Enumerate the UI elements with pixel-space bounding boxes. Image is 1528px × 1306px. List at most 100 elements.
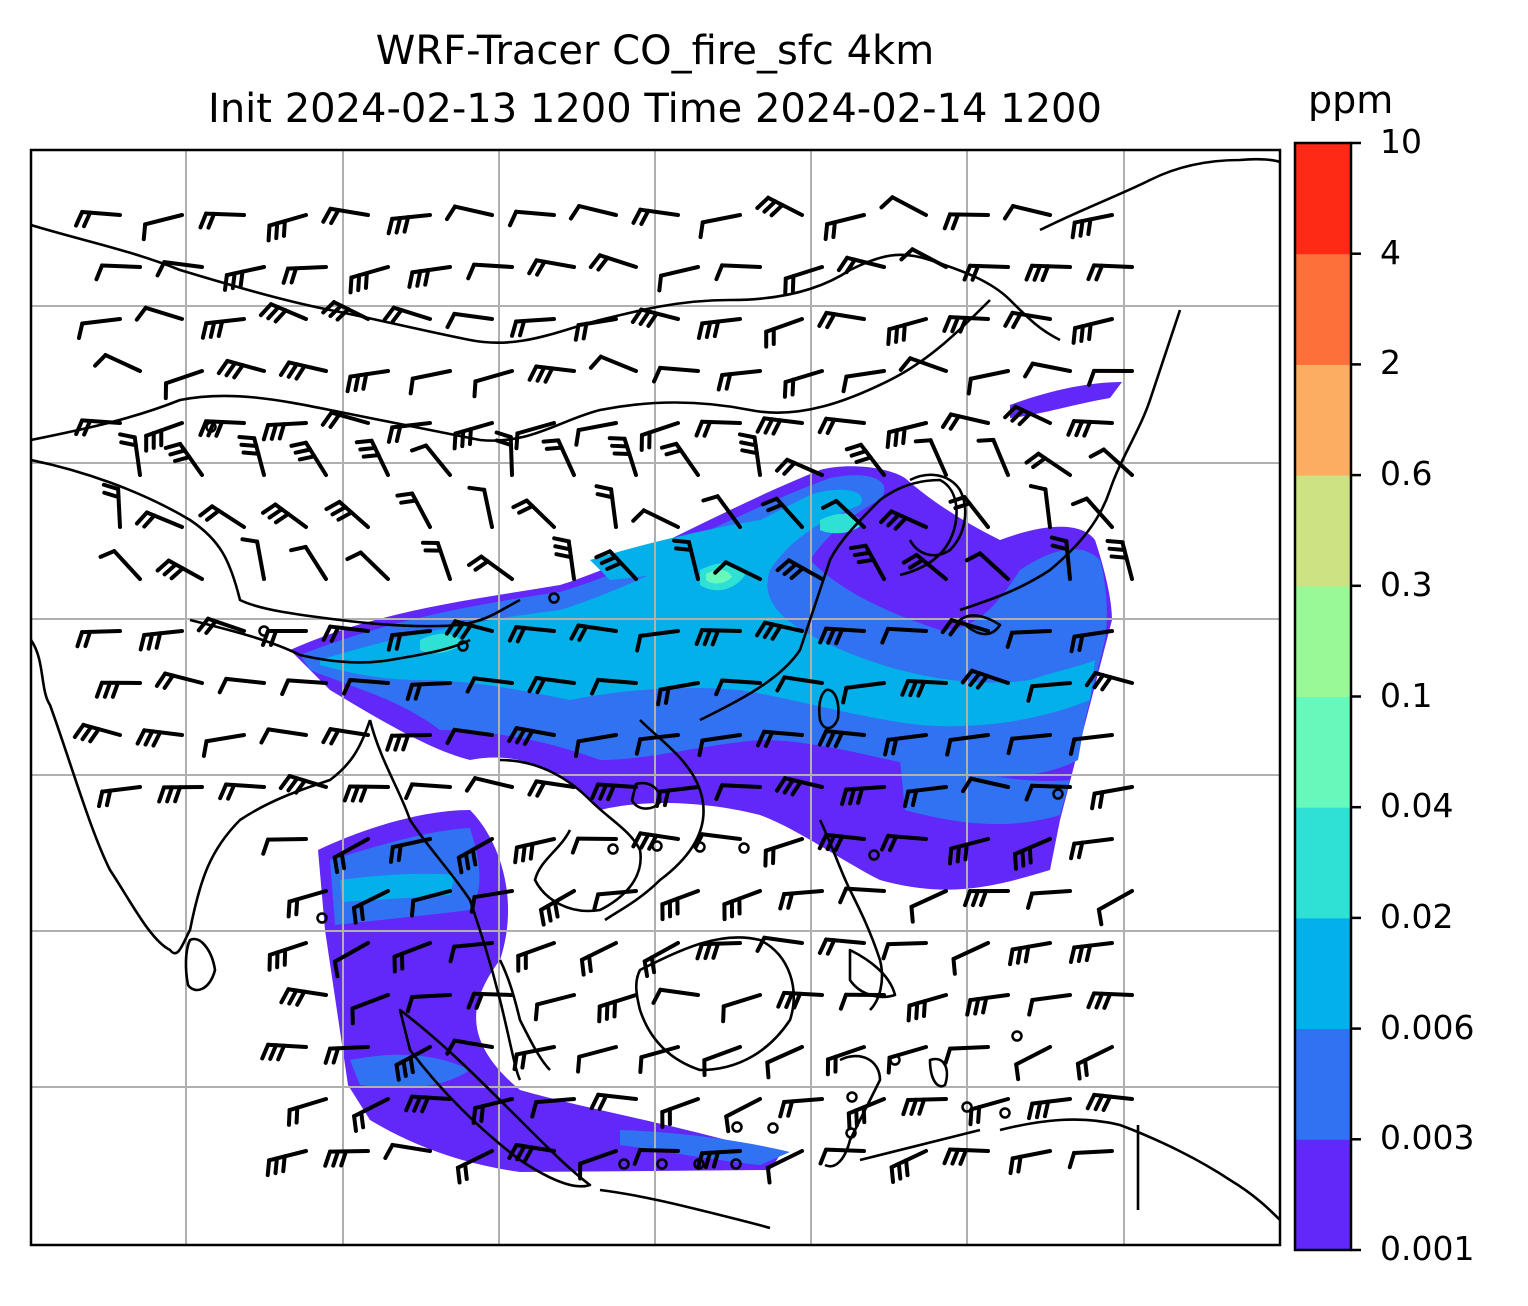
wind-barb [879, 509, 928, 531]
wind-barb [737, 432, 762, 477]
wind-barb [222, 265, 266, 292]
wind-barb [134, 305, 184, 322]
colorbar-tick-label: 0.02 [1380, 896, 1454, 936]
wind-barb [695, 941, 742, 961]
field-level-2 [350, 1054, 470, 1088]
wind-barb [342, 784, 390, 803]
wind-barb [469, 889, 514, 914]
wind-barb [694, 419, 742, 438]
wind-barb [631, 508, 680, 529]
colorbar-segment [1295, 917, 1351, 1030]
wind-barb [724, 1097, 762, 1134]
wind-barb [516, 941, 556, 973]
wind-barb [472, 369, 514, 399]
coastline-russia [1039, 157, 1280, 232]
wind-barb [778, 1097, 824, 1119]
wind-barb [452, 421, 494, 451]
wind-barb [818, 626, 866, 646]
wind-barb [514, 421, 556, 451]
wind-barb [507, 726, 556, 746]
wind-barb [1027, 993, 1072, 1017]
wind-barb [1024, 451, 1072, 477]
colorbar-tick-label: 2 [1380, 343, 1401, 383]
wind-barb [382, 305, 432, 324]
wind-barb [465, 676, 514, 694]
wind-barb [527, 258, 576, 277]
wind-barb [444, 619, 494, 640]
coastline-sumatra [398, 1008, 592, 1188]
map-panel [31, 150, 1280, 1245]
wind-barb [1090, 785, 1134, 811]
wind-barb [880, 626, 928, 645]
wind-barb [265, 1149, 308, 1178]
wind-barb [660, 1097, 700, 1129]
wind-barb [420, 540, 452, 581]
wind-barb [97, 785, 142, 809]
wind-barb [157, 785, 204, 804]
wind-barb [405, 993, 452, 1014]
wind-barb [217, 676, 266, 695]
field-level-1 [1010, 382, 1122, 418]
wind-barb [216, 358, 266, 380]
wind-barb [900, 679, 948, 698]
wind-barb [93, 353, 142, 373]
calm-wind-marker [1052, 788, 1064, 800]
wind-barb [776, 990, 824, 1010]
wind-barb [702, 1045, 742, 1078]
wind-barb [278, 360, 328, 381]
colorbar-segment [1295, 696, 1351, 808]
wind-barb [642, 941, 680, 978]
wind-barb [713, 560, 762, 581]
wind-barb [1003, 310, 1052, 330]
wind-barb [198, 504, 246, 529]
wind-barb [466, 991, 514, 1010]
wind-barb [659, 441, 700, 477]
wind-barb [964, 551, 1010, 581]
wind-barb [883, 733, 928, 757]
coastline-indochina [499, 758, 642, 913]
coastline-hainan [630, 781, 662, 810]
calm-wind-marker [693, 1158, 705, 1170]
wind-barb [445, 1038, 494, 1056]
wind-barb [942, 1147, 990, 1166]
wind-barb [352, 1097, 390, 1133]
wind-barb [74, 418, 122, 437]
wind-barb [714, 263, 762, 282]
wind-barb [634, 733, 680, 756]
wind-barb [345, 550, 390, 581]
calm-wind-marker [738, 842, 750, 854]
wind-barb [909, 889, 948, 924]
wind-barb [948, 495, 990, 529]
wind-barb [350, 993, 390, 1026]
wind-barb [75, 629, 122, 649]
wind-barb [594, 484, 618, 529]
wind-barb [945, 733, 990, 757]
wind-barb [144, 421, 184, 453]
wind-barb [588, 253, 638, 272]
wind-barb [261, 502, 308, 529]
calm-wind-marker [618, 1158, 630, 1170]
calm-wind-marker [548, 592, 560, 604]
wind-barb [323, 1045, 370, 1065]
wind-barb [594, 549, 638, 581]
wind-barb [763, 837, 804, 868]
wind-barb [701, 494, 742, 529]
wind-barb [354, 438, 390, 477]
wind-barb [240, 537, 266, 581]
calm-wind-marker [767, 1122, 779, 1134]
wind-barb [198, 211, 246, 230]
wind-barb [261, 837, 308, 856]
wind-barb [597, 993, 638, 1024]
calm-wind-marker [868, 849, 880, 861]
wind-barb [901, 1097, 948, 1117]
wind-barb [755, 416, 804, 436]
calm-wind-marker [731, 1121, 743, 1133]
wind-barb [289, 544, 328, 581]
wind-barb [570, 836, 618, 855]
wind-barb [838, 992, 886, 1011]
wind-barb [1008, 941, 1052, 967]
wind-barb [651, 987, 700, 1005]
wind-barb [1069, 629, 1114, 654]
colorbar-segment [1295, 807, 1351, 919]
coastline-timor [859, 1128, 981, 1162]
